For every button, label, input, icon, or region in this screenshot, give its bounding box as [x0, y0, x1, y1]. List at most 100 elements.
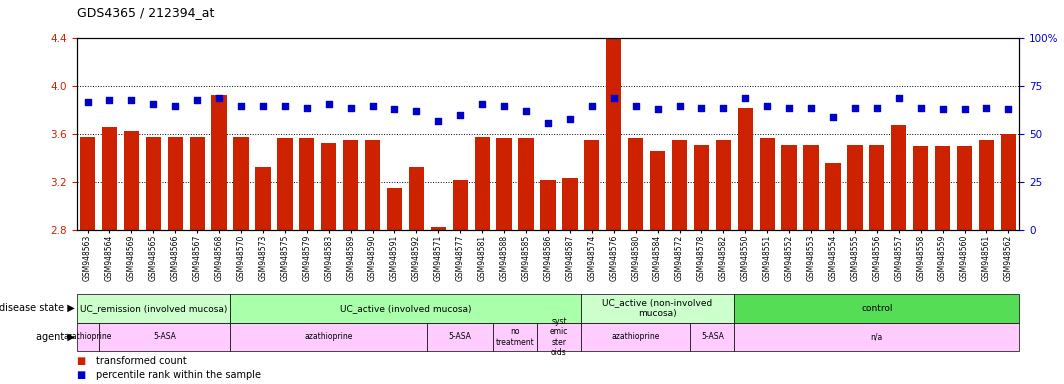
Bar	[189, 137, 205, 230]
Point	[473, 101, 491, 107]
Bar	[431, 227, 446, 230]
Text: 5-ASA: 5-ASA	[701, 333, 724, 341]
Point	[79, 99, 96, 105]
Bar	[541, 180, 555, 230]
Point	[343, 104, 360, 111]
Bar	[102, 127, 117, 230]
Bar	[913, 146, 928, 230]
Point	[123, 97, 140, 103]
Text: azathioprine: azathioprine	[304, 333, 353, 341]
Bar	[168, 137, 183, 230]
Bar	[671, 141, 687, 230]
Text: azathioprine: azathioprine	[64, 333, 112, 341]
Point	[605, 95, 622, 101]
Bar	[123, 131, 139, 230]
Bar	[562, 177, 578, 230]
Bar	[497, 138, 512, 230]
Point	[277, 103, 294, 109]
Point	[802, 104, 819, 111]
Bar	[760, 138, 775, 230]
Bar	[77, 323, 99, 351]
Bar	[321, 143, 336, 230]
Bar	[77, 294, 230, 323]
Text: ■: ■	[77, 370, 86, 380]
Bar	[581, 294, 734, 323]
Point	[891, 95, 908, 101]
Bar	[606, 20, 621, 230]
Bar	[278, 138, 293, 230]
Bar	[734, 323, 1019, 351]
Bar	[734, 294, 1019, 323]
Bar	[737, 108, 753, 230]
Point	[868, 104, 885, 111]
Bar	[847, 145, 863, 230]
Point	[298, 104, 315, 111]
Bar	[957, 146, 972, 230]
Bar	[650, 151, 665, 230]
Bar	[537, 323, 581, 351]
Point	[978, 104, 995, 111]
Point	[759, 103, 776, 109]
Point	[781, 104, 798, 111]
Bar	[299, 138, 315, 230]
Point	[320, 101, 337, 107]
Bar	[230, 323, 428, 351]
Text: n/a: n/a	[870, 333, 883, 341]
Bar	[518, 138, 534, 230]
Point	[517, 108, 534, 114]
Point	[671, 103, 688, 109]
Point	[627, 103, 644, 109]
Point	[430, 118, 447, 124]
Text: disease state ▶: disease state ▶	[0, 303, 74, 313]
Bar	[935, 146, 950, 230]
Bar	[628, 138, 644, 230]
Text: 5-ASA: 5-ASA	[153, 333, 176, 341]
Bar	[493, 323, 537, 351]
Bar	[230, 294, 581, 323]
Bar	[869, 145, 884, 230]
Bar	[781, 145, 797, 230]
Bar	[1000, 134, 1016, 230]
Point	[955, 106, 972, 113]
Text: UC_active (non-involved
mucosa): UC_active (non-involved mucosa)	[602, 298, 713, 318]
Point	[736, 95, 753, 101]
Text: ■: ■	[77, 356, 86, 366]
Text: UC_active (involved mucosa): UC_active (involved mucosa)	[339, 304, 471, 313]
Bar	[428, 323, 493, 351]
Point	[496, 103, 513, 109]
Bar	[212, 95, 227, 230]
Bar	[716, 141, 731, 230]
Bar	[452, 180, 468, 230]
Bar	[475, 137, 489, 230]
Point	[233, 103, 250, 109]
Text: syst
emic
ster
oids: syst emic ster oids	[550, 317, 568, 357]
Bar	[387, 189, 402, 230]
Point	[649, 106, 666, 113]
Point	[211, 95, 228, 101]
Text: agent ▶: agent ▶	[35, 332, 74, 342]
Point	[934, 106, 951, 113]
Point	[539, 120, 556, 126]
Point	[188, 97, 205, 103]
Point	[167, 103, 184, 109]
Point	[562, 116, 579, 122]
Point	[912, 104, 929, 111]
Bar	[233, 137, 249, 230]
Text: percentile rank within the sample: percentile rank within the sample	[96, 370, 261, 380]
Bar	[365, 141, 380, 230]
Point	[693, 104, 710, 111]
Bar	[826, 163, 841, 230]
Point	[254, 103, 271, 109]
Bar	[255, 167, 270, 230]
Point	[846, 104, 863, 111]
Text: 5-ASA: 5-ASA	[449, 333, 471, 341]
Text: azathioprine: azathioprine	[612, 333, 660, 341]
Point	[583, 103, 600, 109]
Point	[101, 97, 118, 103]
Bar	[80, 137, 96, 230]
Bar	[803, 145, 818, 230]
Bar	[694, 145, 709, 230]
Text: transformed count: transformed count	[96, 356, 186, 366]
Point	[364, 103, 381, 109]
Point	[145, 101, 162, 107]
